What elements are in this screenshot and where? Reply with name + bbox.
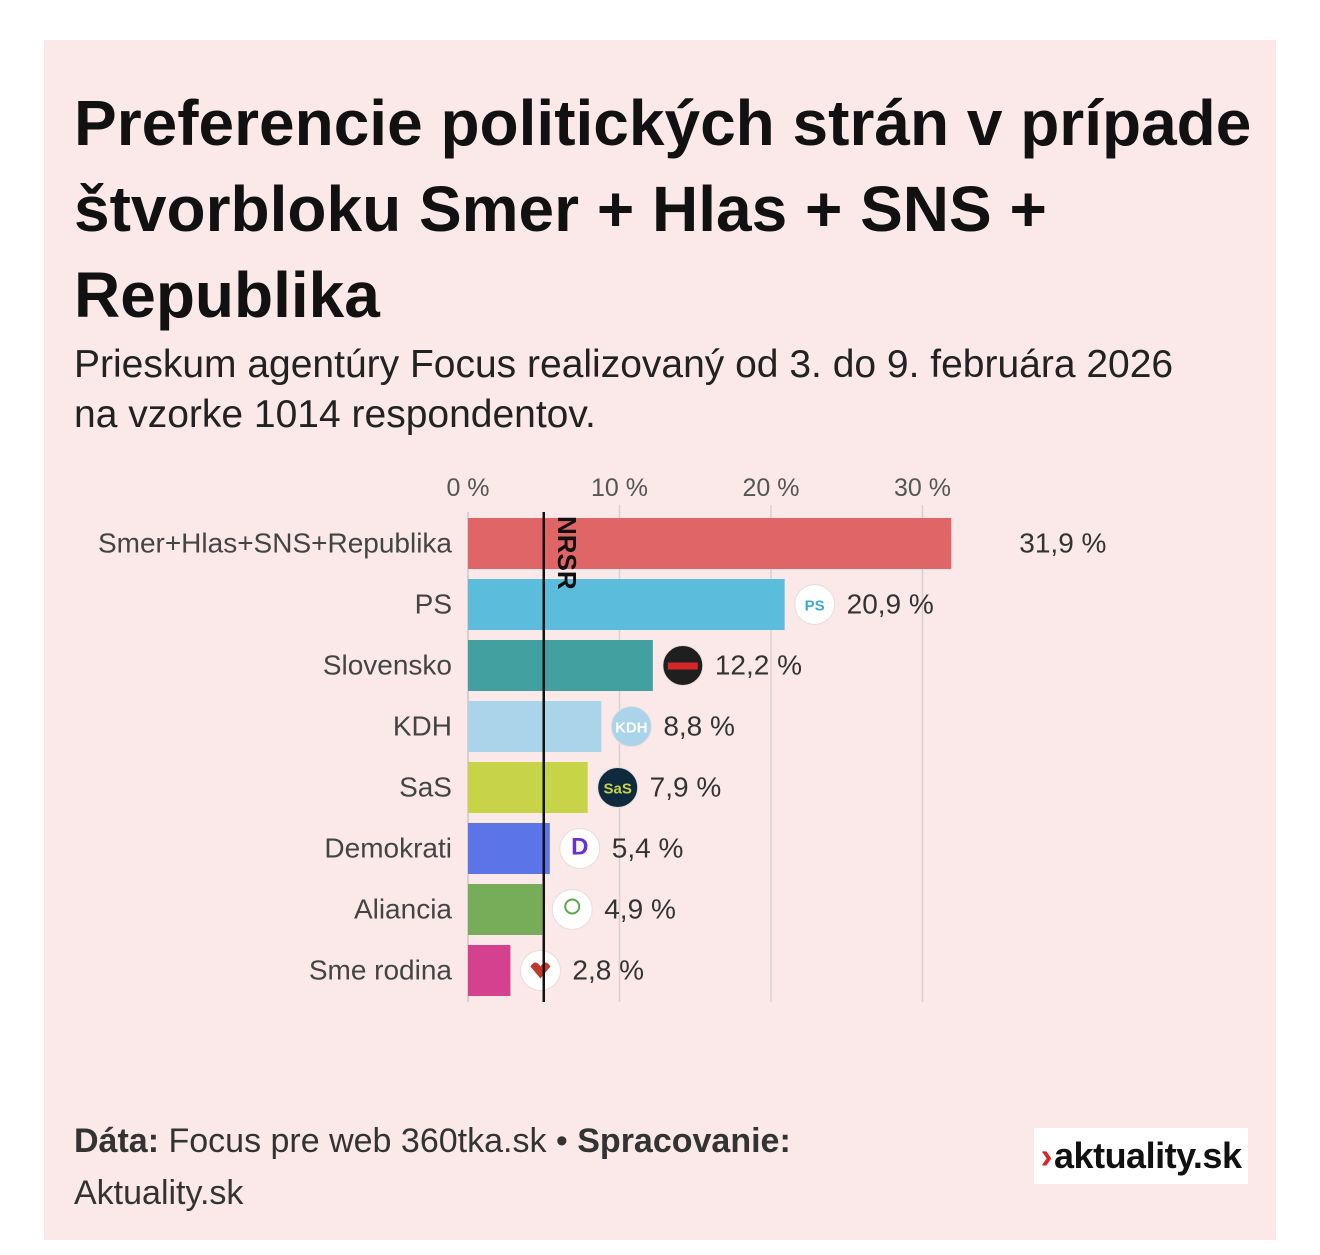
value-label-1: 20,9 % <box>847 589 934 620</box>
value-label-6: 4,9 % <box>604 894 676 925</box>
aliancia-logo-mark <box>564 898 581 915</box>
aktuality-logo-text: aktuality.sk <box>1054 1135 1242 1176</box>
sas-logo-icon <box>597 767 639 808</box>
x-tick-label-0: 0 % <box>446 474 489 502</box>
bar-2 <box>468 640 653 691</box>
threshold-label: NRSR <box>552 516 582 590</box>
data-source-label: Dáta: <box>74 1122 160 1160</box>
sme-rodina-logo-mark <box>530 962 551 979</box>
bar-6 <box>468 884 543 935</box>
category-label-1: PS <box>415 589 452 620</box>
category-label-4: SaS <box>399 772 452 803</box>
processing-label: Spracovanie: <box>577 1122 791 1160</box>
chart-card: Preferencie politických strán v prípade … <box>44 40 1276 1240</box>
slovensko-logo-stripe <box>667 662 698 670</box>
category-label-7: Sme rodina <box>309 955 453 986</box>
x-tick-label-30: 30 % <box>894 474 951 502</box>
category-label-5: Demokrati <box>324 833 452 864</box>
bar-0 <box>468 518 952 569</box>
bar-3 <box>468 701 602 752</box>
demokrati-logo-icon <box>559 828 601 869</box>
kdh-logo-text: KDH <box>615 720 648 737</box>
category-label-0: Smer+Hlas+SNS+Republika <box>98 528 452 559</box>
bar-7 <box>468 945 511 996</box>
data-source-text: Focus pre web 360tka.sk • <box>159 1122 578 1160</box>
aktuality-arrow-icon: › <box>1040 1135 1053 1176</box>
chart-title: Preferencie politických strán v prípade … <box>74 87 1252 331</box>
processing-text: Aktuality.sk <box>74 1174 244 1212</box>
category-label-6: Aliancia <box>354 894 452 925</box>
x-tick-label-20: 20 % <box>743 474 800 502</box>
category-label-3: KDH <box>393 711 452 742</box>
aliancia-logo-icon <box>551 889 593 930</box>
ps-logo-text: PS <box>805 598 825 615</box>
bar-4 <box>468 762 588 813</box>
demokrati-logo-text: D <box>571 834 588 861</box>
value-label-0: 31,9 % <box>1019 528 1106 559</box>
ps-logo-icon <box>794 584 836 625</box>
sas-logo-text: SaS <box>604 781 632 798</box>
bar-5 <box>468 823 550 874</box>
value-label-2: 12,2 % <box>715 650 802 681</box>
x-tick-label-10: 10 % <box>591 474 648 502</box>
chart-subtitle: Prieskum agentúry Focus realizovaný od 3… <box>74 343 1174 436</box>
value-label-3: 8,8 % <box>663 711 735 742</box>
kdh-logo-icon <box>610 706 652 747</box>
source-footer: Dáta: Focus pre web 360tka.sk • Spracova… <box>74 1115 934 1219</box>
value-label-4: 7,9 % <box>650 772 722 803</box>
value-label-7: 2,8 % <box>572 955 644 986</box>
value-label-5: 5,4 % <box>612 833 684 864</box>
category-label-2: Slovensko <box>323 650 452 681</box>
aktuality-logo: › aktuality.sk <box>1034 1128 1248 1184</box>
bar-1 <box>468 579 785 630</box>
